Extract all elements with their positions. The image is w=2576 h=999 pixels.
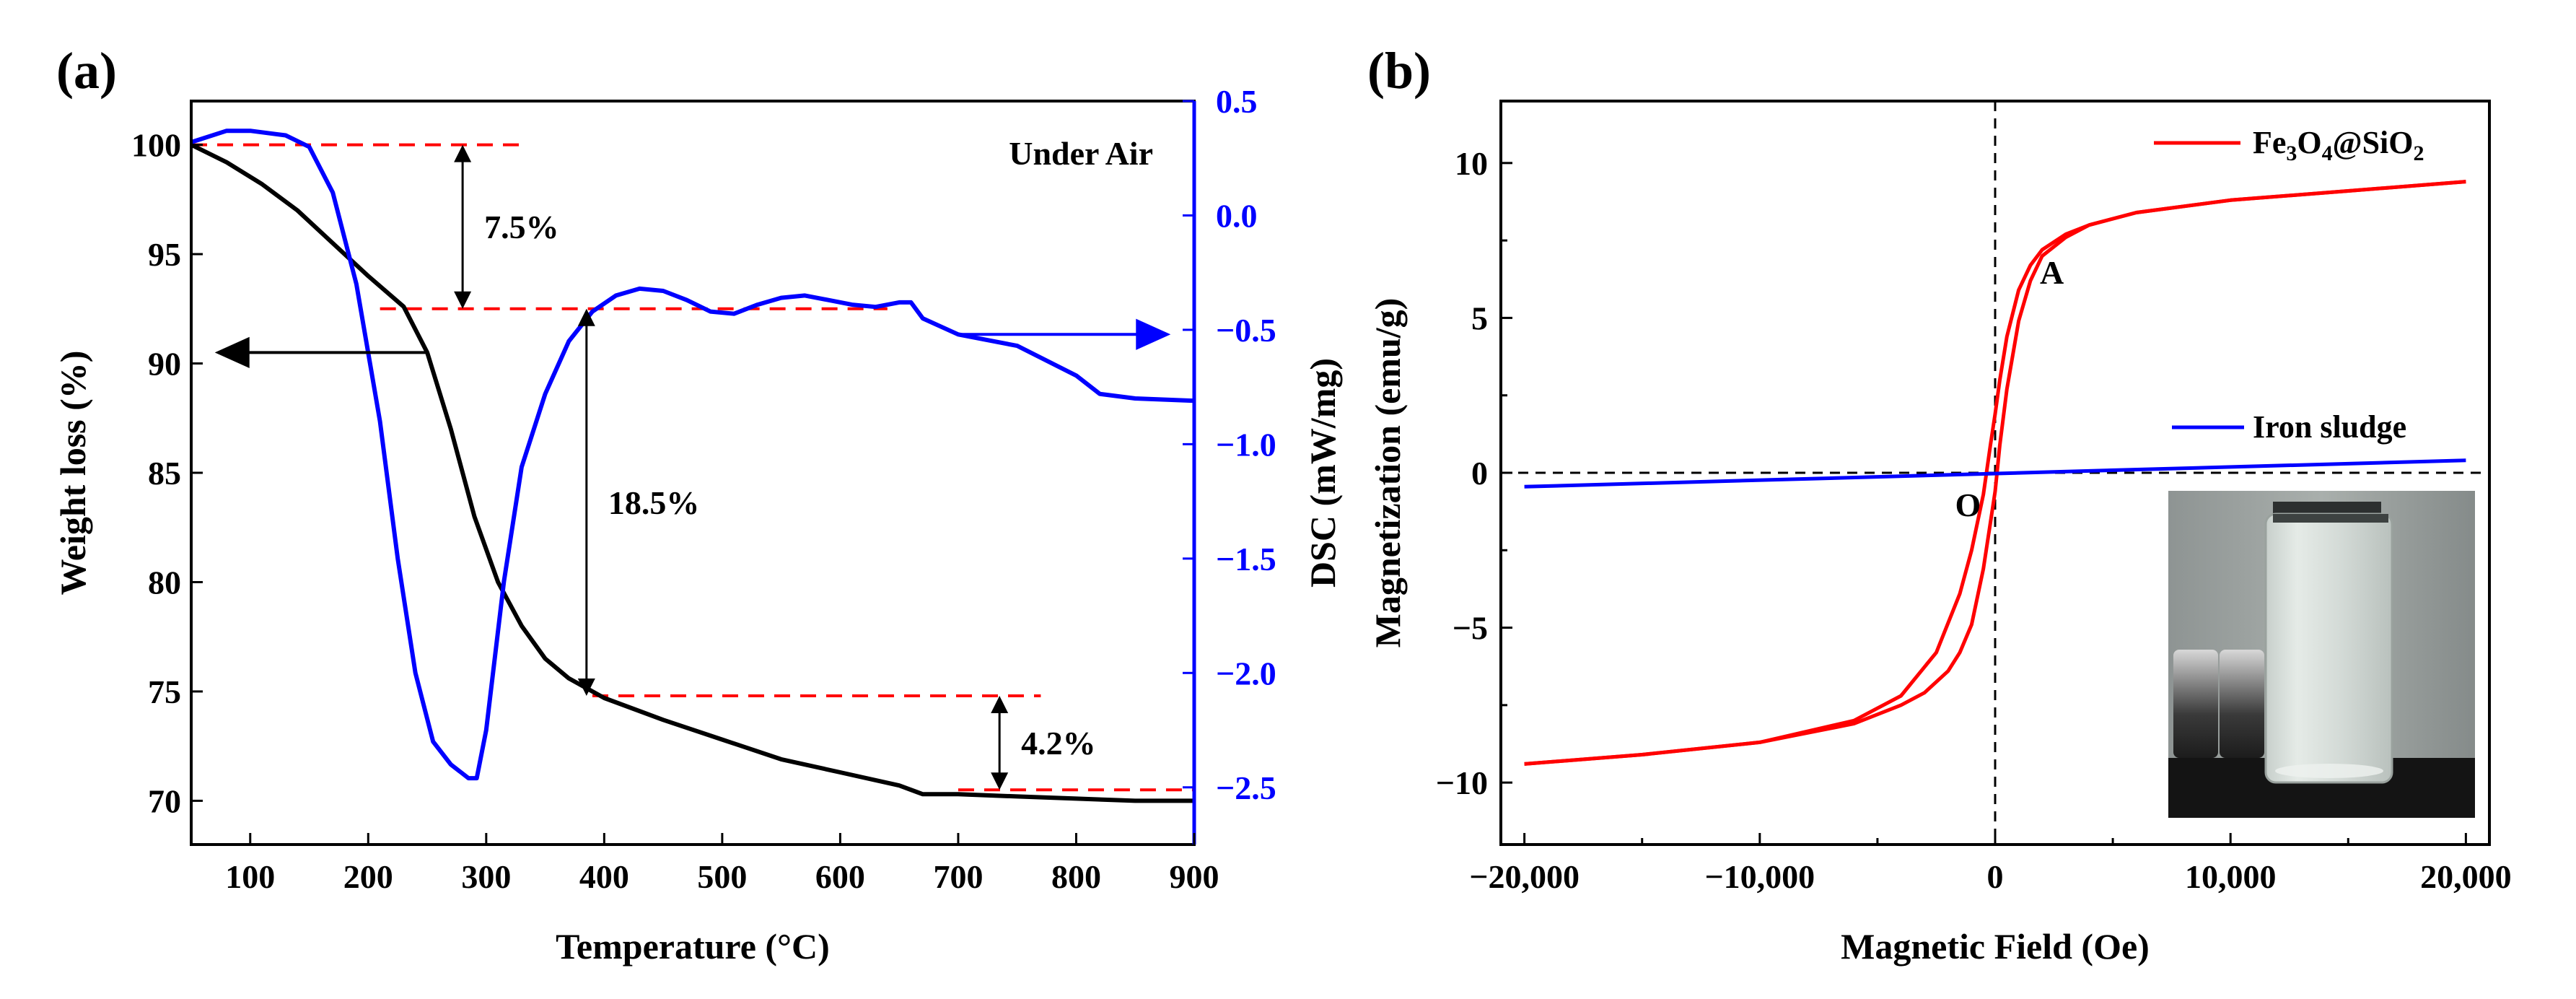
a-right-tick-label-3: −1.0 — [1216, 426, 1276, 463]
a-right-tick-label-0: −2.5 — [1216, 769, 1276, 806]
step-arrow-3-head-bottom — [991, 772, 1009, 790]
legend-sub-3: 3 — [2286, 141, 2297, 165]
a-x-tick-label-900: 900 — [1170, 858, 1219, 895]
panel-a-label: (a) — [56, 42, 117, 100]
legend-label-iron-sludge: Iron sludge — [2253, 409, 2406, 445]
b-y-tick-label-0: −10 — [1436, 764, 1488, 801]
a-x-tick-label-700: 700 — [933, 858, 983, 895]
a-right-tick-label-4: −0.5 — [1216, 312, 1276, 349]
a-left-tick-label-85: 85 — [148, 455, 181, 492]
a-x-tick-label-200: 200 — [343, 858, 393, 895]
b-y-tick-label-3: 5 — [1471, 300, 1488, 336]
legend-fe: Fe — [2253, 125, 2286, 160]
legend-label-fe3o4: Fe3O4@SiO2 — [2253, 125, 2424, 165]
series-fe3o4-sio2-descending — [1524, 180, 2466, 766]
a-x-tick-label-500: 500 — [697, 858, 747, 895]
annotation-under-air: Under Air — [1009, 135, 1153, 172]
step-label-1: 7.5% — [484, 209, 559, 245]
vial-sediment — [2275, 764, 2383, 778]
a-x-tick-label-400: 400 — [579, 858, 629, 895]
step-arrow-3-head-top — [991, 696, 1009, 713]
a-x-tick-label-800: 800 — [1051, 858, 1101, 895]
vial-meniscus — [2273, 514, 2388, 523]
b-y-tick-label-1: −5 — [1453, 610, 1488, 647]
step-arrow-2-head-bottom — [577, 679, 595, 696]
panel-b-y-axis-label: Magnetization (emu/g) — [1367, 298, 1408, 648]
a-right-tick-label-2: −1.5 — [1216, 541, 1276, 577]
point-label-o: O — [1955, 487, 1981, 523]
panel-a-right-ticks: −2.5 −2.0 −1.5 −1.0 −0.5 0.0 0.5 — [1183, 83, 1276, 806]
a-x-tick-label-100: 100 — [225, 858, 275, 895]
panel-a-right-axis-label: DSC (mW/mg) — [1302, 358, 1343, 588]
legend-sub-2: 2 — [2414, 141, 2424, 165]
b-x-tick-label-1: −10,000 — [1704, 858, 1815, 895]
panel-a-x-axis-label: Temperature (°C) — [556, 926, 830, 967]
panel-b-x-axis-label: Magnetic Field (Oe) — [1841, 926, 2150, 967]
panel-b-plot — [1501, 101, 2489, 845]
b-x-tick-label-0: −20,000 — [1469, 858, 1580, 895]
panel-b-x-ticks: −20,000 −10,000 0 10,000 20,000 — [1469, 833, 2512, 895]
a-right-tick-label-5: 0.0 — [1216, 197, 1258, 234]
panel-b-label: (b) — [1367, 42, 1431, 100]
a-left-tick-label-80: 80 — [148, 564, 181, 601]
b-x-tick-label-4: 20,000 — [2420, 858, 2512, 895]
legend-sub-4: 4 — [2322, 141, 2333, 165]
b-x-tick-label-3: 10,000 — [2185, 858, 2277, 895]
inset-photo-vial-and-magnet — [2168, 491, 2475, 818]
a-x-tick-label-600: 600 — [815, 858, 865, 895]
series-tg-line — [190, 142, 1194, 803]
point-label-a: A — [2040, 254, 2064, 291]
step-label-3: 4.2% — [1021, 725, 1096, 762]
b-x-tick-label-2: 0 — [1987, 858, 2004, 895]
magnet-2 — [2220, 650, 2264, 758]
panel-a-left-ticks: 70 75 80 85 90 95 100 — [131, 127, 203, 819]
axis-arrow-2-head — [1136, 318, 1171, 350]
a-left-tick-label-90: 90 — [148, 346, 181, 383]
step-label-2: 18.5% — [608, 484, 700, 521]
a-left-tick-label-95: 95 — [148, 236, 181, 273]
legend-o: O — [2297, 125, 2321, 160]
step-arrow-1-head-top — [454, 144, 472, 162]
a-left-tick-label-75: 75 — [148, 673, 181, 710]
a-x-tick-label-300: 300 — [461, 858, 511, 895]
b-y-tick-label-2: 0 — [1471, 455, 1488, 492]
magnet-1 — [2173, 650, 2218, 758]
panel-a-plot — [190, 128, 1195, 803]
a-left-tick-label-70: 70 — [148, 782, 181, 819]
series-iron-sludge-line — [1524, 458, 2466, 489]
panel-a: (a) 100 200 300 400 500 600 700 800 900 70 75 80 85… — [53, 42, 1343, 967]
panel-a-x-ticks: 100 200 300 400 500 600 700 800 900 — [225, 833, 1219, 895]
series-dsc-line — [190, 128, 1195, 781]
panel-a-left-axis-label: Weight loss (%) — [53, 351, 93, 596]
step-arrow-2-head-top — [577, 308, 595, 326]
panel-b-y-ticks: −10 −5 0 5 10 — [1436, 145, 1512, 801]
legend-sio: @SiO — [2333, 125, 2414, 160]
panel-b: (b) −20,000 −10,000 0 10,000 20,000 −10 −5 0 5 1… — [1367, 42, 2512, 967]
axis-arrow-1-head — [214, 336, 250, 368]
a-left-tick-label-100: 100 — [131, 127, 181, 164]
a-right-tick-label-1: −2.0 — [1216, 655, 1276, 692]
panel-b-legend: Fe3O4@SiO2 Iron sludge — [2154, 125, 2424, 445]
step-arrow-1-head-bottom — [454, 291, 472, 309]
vial — [2264, 512, 2393, 784]
a-right-tick-label-6: 0.5 — [1216, 83, 1258, 120]
b-y-tick-label-4: 10 — [1455, 145, 1488, 182]
